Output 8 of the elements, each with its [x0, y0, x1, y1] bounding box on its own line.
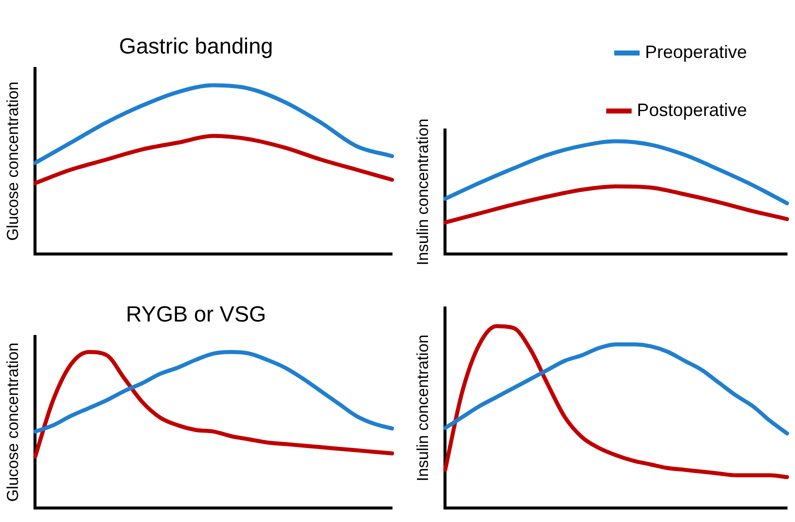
legend-label: Postoperative: [636, 100, 748, 120]
legend-label: Preoperative: [644, 42, 748, 62]
chart-title: RYGB or VSG: [126, 301, 266, 326]
y-axis-title: Glucose concentration: [5, 342, 22, 502]
y-axis-title: Insulin concentration: [415, 118, 432, 266]
chart-title: Gastric banding: [118, 33, 274, 58]
y-axis-title: Glucose concentration: [5, 82, 22, 241]
y-axis-title: Insulin concentration: [415, 334, 432, 482]
